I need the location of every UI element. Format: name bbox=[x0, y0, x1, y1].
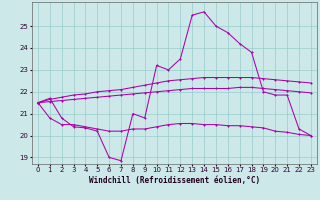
X-axis label: Windchill (Refroidissement éolien,°C): Windchill (Refroidissement éolien,°C) bbox=[89, 176, 260, 185]
